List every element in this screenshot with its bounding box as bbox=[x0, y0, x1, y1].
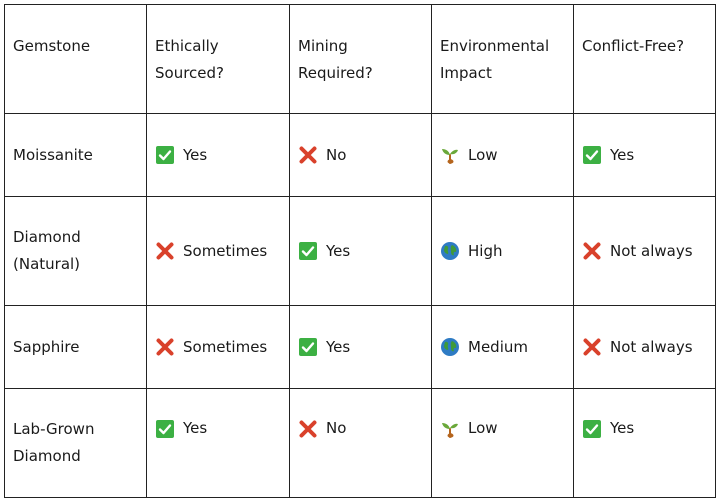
mining-required-cell: No bbox=[289, 388, 432, 498]
header-ethically-sourced: Ethically Sourced? bbox=[146, 4, 290, 114]
cross-mark-icon bbox=[582, 337, 602, 357]
gemstone-cell: Lab-Grown Diamond bbox=[4, 388, 147, 498]
cross-mark-icon bbox=[298, 419, 318, 439]
seedling-icon bbox=[440, 145, 460, 165]
gemstone-cell: Diamond (Natural) bbox=[4, 196, 147, 306]
table-row: Sapphire Sometimes Yes Medium Not always bbox=[4, 305, 716, 389]
conflict-free-cell: Not always bbox=[573, 196, 716, 306]
environmental-impact-cell: Low bbox=[431, 113, 574, 197]
conflict-free-cell: Yes bbox=[573, 113, 716, 197]
check-mark-icon bbox=[582, 419, 602, 439]
mining-required-cell: No bbox=[289, 113, 432, 197]
table-row: Lab-Grown Diamond Yes No Low Yes bbox=[4, 388, 716, 498]
mining-required-cell: Yes bbox=[289, 305, 432, 389]
gemstone-comparison-table: Gemstone Ethically Sourced? Mining Require… bbox=[4, 4, 716, 498]
ethically-sourced-cell: Sometimes bbox=[146, 196, 290, 306]
cross-mark-icon bbox=[155, 241, 175, 261]
table-row: Diamond (Natural) Sometimes Yes High Not … bbox=[4, 196, 716, 306]
header-gemstone: Gemstone bbox=[4, 4, 147, 114]
conflict-free-cell: Yes bbox=[573, 388, 716, 498]
cross-mark-icon bbox=[155, 337, 175, 357]
globe-icon bbox=[440, 241, 460, 261]
check-mark-icon bbox=[155, 419, 175, 439]
gemstone-cell: Moissanite bbox=[4, 113, 147, 197]
environmental-impact-cell: Medium bbox=[431, 305, 574, 389]
ethically-sourced-cell: Yes bbox=[146, 388, 290, 498]
header-row: Gemstone Ethically Sourced? Mining Require… bbox=[4, 4, 716, 114]
header-conflict-free: Conflict-Free? bbox=[573, 4, 716, 114]
table-row: Moissanite Yes No Low Yes bbox=[4, 113, 716, 197]
cross-mark-icon bbox=[582, 241, 602, 261]
ethically-sourced-cell: Yes bbox=[146, 113, 290, 197]
header-mining-required: Mining Required? bbox=[289, 4, 432, 114]
gemstone-cell: Sapphire bbox=[4, 305, 147, 389]
check-mark-icon bbox=[298, 241, 318, 261]
environmental-impact-cell: Low bbox=[431, 388, 574, 498]
mining-required-cell: Yes bbox=[289, 196, 432, 306]
check-mark-icon bbox=[298, 337, 318, 357]
cross-mark-icon bbox=[298, 145, 318, 165]
seedling-icon bbox=[440, 419, 460, 439]
conflict-free-cell: Not always bbox=[573, 305, 716, 389]
check-mark-icon bbox=[582, 145, 602, 165]
check-mark-icon bbox=[155, 145, 175, 165]
environmental-impact-cell: High bbox=[431, 196, 574, 306]
ethically-sourced-cell: Sometimes bbox=[146, 305, 290, 389]
header-environmental-impact: Environmental Impact bbox=[431, 4, 574, 114]
globe-icon bbox=[440, 337, 460, 357]
